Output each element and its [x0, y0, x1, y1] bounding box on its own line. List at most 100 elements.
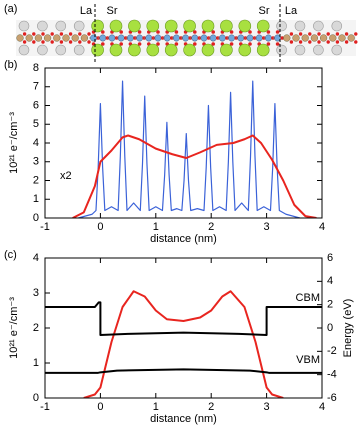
oxygen [289, 32, 294, 36]
atom-la-large [55, 20, 67, 32]
oxygen [114, 36, 119, 40]
atom-sr [91, 19, 104, 33]
x-tick-label: 4 [319, 401, 325, 413]
atom-b [145, 34, 153, 42]
structure-label: Sr [259, 5, 270, 17]
plot-frame [44, 257, 323, 399]
atom-sr [128, 43, 141, 57]
atom-la [347, 34, 355, 42]
atom-la [62, 34, 70, 42]
oxygen [308, 40, 312, 44]
oxygen [119, 30, 123, 34]
oxygen [156, 42, 160, 46]
y-tick-label: 7 [33, 81, 39, 93]
atom-b [90, 34, 98, 42]
oxygen [280, 36, 285, 40]
atom-la [25, 34, 33, 42]
x-axis-label: distance (nm) [150, 413, 217, 425]
oxygen [156, 30, 160, 34]
oxygen [211, 42, 215, 46]
atom-la-large [18, 44, 30, 56]
oxygen [248, 30, 252, 34]
atom-la [34, 34, 43, 42]
x-tick-label: 0 [97, 401, 103, 413]
oxygen [137, 42, 142, 46]
oxygen [41, 32, 45, 36]
y-tick-label: 3 [33, 287, 39, 299]
oxygen [266, 30, 271, 34]
y-tick-label: 8 [33, 62, 39, 74]
y-tick-label: 2 [33, 322, 39, 334]
x-tick-label: 0 [97, 221, 103, 233]
oxygen [326, 32, 330, 36]
oxygen [87, 40, 91, 44]
atom-sr [220, 43, 233, 57]
atom-la-large [18, 20, 30, 32]
atom-la [283, 34, 291, 42]
y2-tick-label: -6 [327, 392, 337, 404]
oxygen [50, 40, 54, 44]
x-tick-label: 2 [208, 401, 214, 413]
atom-sr [128, 19, 141, 33]
oxygen [211, 30, 215, 34]
x-tick-label: 1 [153, 401, 159, 413]
y-tick-label: 5 [33, 118, 39, 130]
atom-la-large [37, 20, 48, 32]
y2-tick-label: -4 [327, 369, 337, 381]
y-tick-label: 1 [33, 357, 39, 369]
y-tick-label: 2 [33, 174, 39, 186]
panel-label: (a) [4, 3, 17, 15]
atom-b [108, 34, 116, 42]
oxygen [101, 42, 105, 46]
atom-b [163, 34, 171, 42]
oxygen [354, 32, 358, 36]
x-axis-label: distance (nm) [150, 233, 217, 245]
oxygen [78, 40, 82, 44]
x-tick-label: 2 [208, 221, 214, 233]
atom-la [329, 34, 337, 42]
atom-b [218, 34, 226, 42]
y-axis-label: 10²¹ e⁻/cm⁻³ [8, 112, 20, 174]
structure-label: Sr [107, 5, 118, 17]
atom-sr [183, 19, 196, 33]
x-tick-label: 4 [319, 221, 325, 233]
oxygen [137, 30, 142, 34]
panel-label: (c) [4, 249, 17, 261]
oxygen [326, 40, 330, 44]
atom-la-large [313, 44, 324, 56]
oxygen [308, 32, 312, 36]
atom-la-large [276, 20, 287, 32]
oxygen [193, 42, 197, 46]
atom-la [71, 34, 79, 42]
oxygen [266, 42, 271, 46]
atom-b [228, 34, 236, 42]
oxygen [50, 32, 54, 36]
atom-b [209, 34, 217, 42]
oxygen [22, 32, 27, 36]
oxygen [101, 30, 105, 34]
crystal-structure [16, 19, 358, 57]
plot-frame [44, 67, 323, 219]
atom-sr [109, 19, 123, 33]
oxygen [105, 36, 110, 40]
oxygen [193, 30, 197, 34]
x-tick-label: 3 [264, 221, 270, 233]
atom-sr [164, 19, 178, 33]
atom-b [255, 34, 263, 42]
y-tick-label: 4 [33, 137, 39, 149]
atom-la [53, 34, 61, 42]
oxygen [68, 32, 73, 36]
atom-b [126, 34, 134, 42]
oxygen [275, 42, 280, 46]
atom-la-large [73, 20, 85, 32]
atom-la [310, 34, 319, 42]
atom-sr [109, 43, 123, 57]
y2-tick-label: 4 [327, 275, 333, 287]
series-line [78, 80, 300, 218]
atom-la-large [73, 44, 85, 56]
y2-tick-label: 0 [327, 322, 333, 334]
oxygen [59, 40, 64, 44]
oxygen [87, 32, 91, 36]
atom-b [172, 34, 180, 42]
